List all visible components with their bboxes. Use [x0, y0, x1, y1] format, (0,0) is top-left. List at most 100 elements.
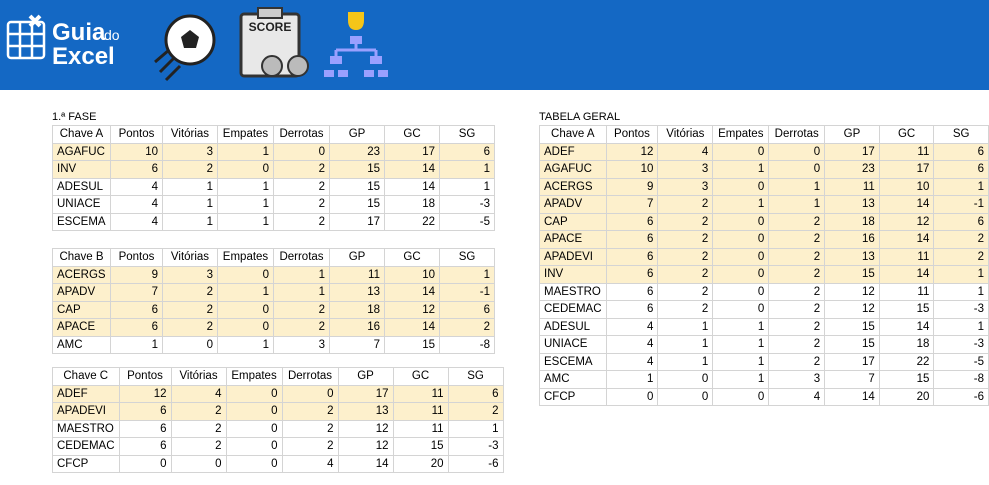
team-row: AGAFUC 10 3 1 0 23 17 6 [52, 142, 495, 161]
stat-cell: 17 [329, 212, 385, 231]
stat-cell: 2 [273, 177, 330, 196]
column-header: SG [447, 367, 504, 386]
stat-cell: 1 [712, 195, 770, 214]
stat-cell: 7 [824, 370, 880, 389]
score-label: SCORE [249, 20, 292, 34]
stat-cell: 0 [217, 300, 274, 319]
stat-cell: 12 [824, 300, 880, 319]
stat-cell: 2 [273, 195, 330, 214]
team-row: INV 6 2 0 2 15 14 1 [52, 160, 495, 179]
team-row: AMC 1 0 1 3 7 15 -8 [52, 335, 495, 354]
stat-cell: 0 [712, 300, 770, 319]
team-row: APACE 6 2 0 2 16 14 2 [52, 318, 495, 337]
team-row: ADESUL 4 1 1 2 15 14 1 [539, 317, 989, 336]
stat-cell: 16 [824, 230, 880, 249]
team-row: UNIACE 4 1 1 2 15 18 -3 [539, 335, 989, 354]
stat-cell: 0 [712, 247, 770, 266]
team-row: CFCP 0 0 0 4 14 20 -6 [52, 454, 504, 473]
stat-cell: 16 [329, 318, 385, 337]
team-row: APADV 7 2 1 1 13 14 -1 [539, 195, 989, 214]
stat-cell: 7 [110, 283, 163, 302]
stat-cell: 2 [273, 212, 330, 231]
stat-cell: 14 [384, 177, 440, 196]
stat-cell: 6 [110, 300, 163, 319]
stat-cell: 2 [170, 419, 227, 438]
team-row: ADEF 12 4 0 0 17 11 6 [52, 384, 504, 403]
stat-cell: 0 [712, 230, 770, 249]
stat-cell: 15 [329, 177, 385, 196]
team-name: AMC [52, 335, 111, 354]
stat-cell: 14 [878, 195, 935, 214]
stat-cell: 18 [384, 195, 440, 214]
stat-cell: 7 [329, 335, 385, 354]
stat-cell: 0 [273, 142, 330, 161]
stat-cell: -5 [439, 212, 495, 231]
stat-cell: 9 [110, 265, 163, 284]
stat-cell: 1 [439, 160, 495, 179]
stat-cell: 2 [447, 402, 504, 421]
stat-cell: 13 [824, 195, 880, 214]
stat-cell: 0 [217, 318, 274, 337]
header-row: Chave B Pontos Vitórias Empates Derrotas GP GC… [52, 248, 495, 267]
stat-cell: 3 [657, 160, 714, 179]
column-header: SG [439, 125, 495, 144]
stat-cell: 10 [110, 142, 163, 161]
team-name: CEDEMAC [539, 300, 607, 319]
team-name: CEDEMAC [52, 437, 120, 456]
stat-cell: 3 [273, 335, 330, 354]
stat-cell: 0 [162, 335, 218, 354]
team-name: CAP [52, 300, 111, 319]
column-header: GP [824, 125, 880, 144]
stat-cell: 2 [768, 265, 826, 284]
logo-second: Excel [52, 43, 115, 70]
stat-cell: 4 [605, 317, 659, 336]
logo-main: Guia [52, 19, 106, 46]
stat-cell: 1 [657, 352, 714, 371]
stat-cell: 0 [217, 265, 274, 284]
stat-cell: 6 [118, 402, 172, 421]
stat-cell: 1 [712, 352, 770, 371]
team-name: UNIACE [539, 335, 607, 354]
stat-cell: 4 [110, 177, 163, 196]
team-row: ACERGS 9 3 0 1 11 10 1 [539, 177, 989, 196]
team-name: AGAFUC [52, 142, 111, 161]
stat-cell: 1 [439, 177, 495, 196]
general-title: TABELA GERAL [539, 111, 621, 123]
stat-cell: 17 [878, 160, 935, 179]
stat-cell: 14 [824, 387, 880, 406]
stat-cell: -1 [933, 195, 989, 214]
stat-cell: 1 [162, 212, 218, 231]
column-header: Empates [225, 367, 283, 386]
stat-cell: 2 [439, 318, 495, 337]
stat-cell: 14 [878, 265, 935, 284]
stat-cell: 2 [273, 300, 330, 319]
column-header: GC [384, 248, 440, 267]
stat-cell: 13 [329, 283, 385, 302]
team-name: APADEVI [539, 247, 607, 266]
stat-cell: 0 [712, 387, 770, 406]
stat-cell: 0 [225, 419, 283, 438]
team-name: INV [52, 160, 111, 179]
stat-cell: 6 [118, 437, 172, 456]
stat-cell: 0 [768, 160, 826, 179]
stat-cell: 1 [933, 265, 989, 284]
stat-cell: 11 [392, 384, 449, 403]
column-header: Chave A [539, 125, 607, 144]
stat-cell: -3 [447, 437, 504, 456]
team-name: CFCP [52, 454, 120, 473]
stat-cell: 2 [768, 317, 826, 336]
column-header: Chave B [52, 248, 111, 267]
stat-cell: 0 [225, 437, 283, 456]
header-row: Chave A Pontos Vitórias Empates Derrotas GP GC… [52, 125, 495, 144]
header-graphics: Guia do Excel SCORE [6, 7, 388, 82]
team-name: APADEVI [52, 402, 120, 421]
stat-cell: 2 [162, 318, 218, 337]
stat-cell: 1 [217, 142, 274, 161]
stat-cell: 2 [768, 335, 826, 354]
team-row: CAP 6 2 0 2 18 12 6 [52, 300, 495, 319]
column-header: Empates [217, 125, 274, 144]
stat-cell: 1 [768, 177, 826, 196]
stat-cell: 2 [657, 247, 714, 266]
team-row: ADESUL 4 1 1 2 15 14 1 [52, 177, 495, 196]
stat-cell: 6 [110, 160, 163, 179]
